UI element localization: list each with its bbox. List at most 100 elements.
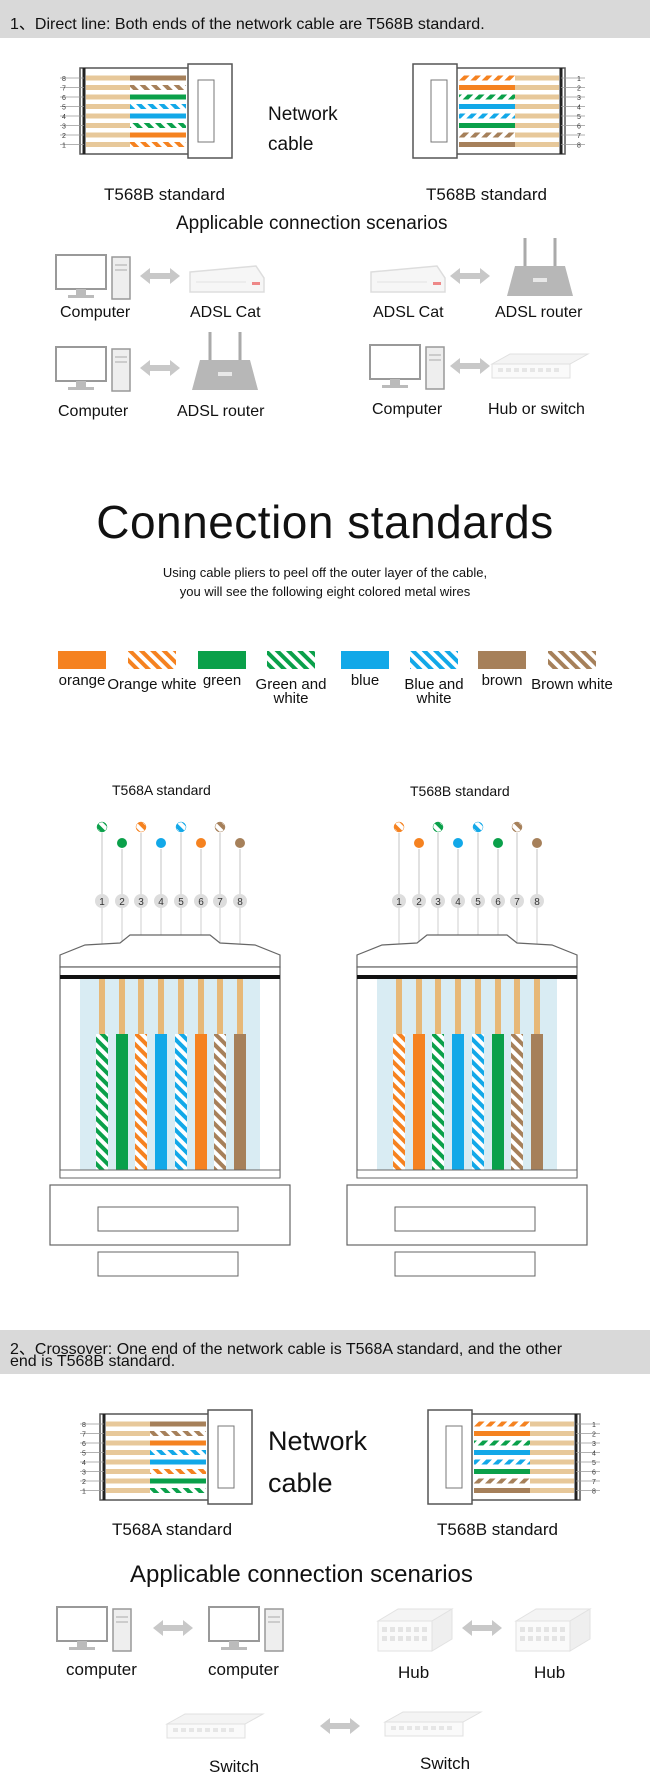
gold-contact: [86, 113, 130, 119]
gold-contact: [138, 979, 144, 1034]
switch-top: [165, 1713, 265, 1725]
pin-number: 8: [62, 76, 66, 83]
swatch-label: Green and white: [255, 676, 327, 707]
modem-led: [252, 282, 260, 285]
section1-header: 1、Direct line: Both ends of the network …: [0, 0, 650, 38]
wire-green-white: [150, 1488, 206, 1493]
tower: [425, 346, 445, 390]
switch-icon: [383, 1711, 483, 1737]
wire-brown-white: [459, 132, 515, 138]
pin-number: 6: [495, 897, 501, 908]
wire-blue: [452, 1034, 464, 1172]
swatch-5: [410, 651, 458, 669]
scenario-4-right-label: Hub or switch: [488, 401, 585, 418]
wire-orange: [413, 1034, 425, 1172]
connector-latch: [197, 79, 215, 143]
scenario-3-right-label: ADSL router: [177, 403, 265, 420]
switch-port: [197, 1728, 202, 1732]
computer-icon: [55, 346, 131, 392]
swatch-label: Blue and white: [404, 676, 464, 707]
switch-port: [439, 1726, 444, 1730]
wire-brown: [234, 1034, 246, 1172]
pin-number-badge: [392, 894, 406, 908]
wire-brown-white: [511, 1034, 523, 1172]
switch-port: [189, 1728, 194, 1732]
tower: [264, 1608, 284, 1652]
swatch-7: [548, 651, 596, 669]
t568b-title: T568B standard: [410, 783, 510, 799]
gold-contact: [416, 979, 422, 1034]
wire-dot: [175, 821, 187, 833]
gold-contact: [515, 123, 559, 128]
pin-number: 8: [577, 143, 581, 150]
gold-contact: [435, 979, 441, 1034]
arrow-shape: [140, 268, 180, 284]
gold-contact: [106, 1440, 150, 1446]
arrow-shape: [450, 358, 490, 374]
wire-green-white: [432, 1034, 444, 1172]
wire-dot: [135, 821, 147, 833]
plug-base-line: [356, 1169, 578, 1179]
gold-contact: [119, 979, 125, 1034]
hub-port: [552, 1627, 557, 1632]
t568b-pinout-diagram: 1 2 3 4 5 6 7 8: [346, 821, 588, 1277]
connector-body: [469, 1413, 581, 1501]
left-standard-label-2: T568A standard: [112, 1520, 233, 1539]
t568a-pinout-diagram: 1 2 3 4 5 6 7 8: [49, 821, 291, 1277]
gold-contact: [86, 85, 130, 90]
network-cable-label-2: Network cable: [268, 1420, 367, 1504]
arrow-shape: [153, 1620, 193, 1636]
hub-port: [528, 1636, 533, 1641]
wire-orange-white: [130, 142, 186, 147]
strain-relief-slot: [97, 1206, 239, 1232]
wire-brown-white: [130, 85, 186, 90]
gold-contact: [475, 979, 481, 1034]
hub-port: [398, 1636, 403, 1641]
tower: [111, 348, 131, 392]
wire-brown: [150, 1421, 206, 1427]
gold-contact: [178, 979, 184, 1034]
pin-number-badge: [451, 894, 465, 908]
computer-icon: [56, 1606, 132, 1652]
double-arrow-icon: [450, 268, 490, 284]
gold-contact: [217, 979, 223, 1034]
router-icon: [507, 238, 573, 296]
monitor-stand: [76, 289, 86, 295]
hub-side: [431, 1608, 453, 1652]
switch-port: [221, 1728, 226, 1732]
gold-contact: [530, 1478, 574, 1484]
hub-port: [560, 1636, 565, 1641]
pin-number: 5: [475, 897, 481, 908]
monitor: [208, 1606, 260, 1642]
scenario2-2-right-label: Hub: [534, 1663, 566, 1682]
gold-contact: [455, 979, 461, 1034]
monitor-base: [221, 1647, 247, 1650]
gold-contact: [530, 1440, 574, 1446]
swatch-6: [478, 651, 526, 669]
hub-port: [414, 1636, 419, 1641]
hub-port: [382, 1636, 387, 1641]
section2-title-line1: 2、Crossover: One end of the network cabl…: [10, 1341, 563, 1358]
scenario-1-right-label: ADSL Cat: [190, 304, 261, 321]
gold-contact: [514, 979, 520, 1034]
pin-number: 5: [592, 1460, 596, 1467]
pin-number: 2: [416, 897, 422, 908]
pin-number: 4: [82, 1460, 86, 1467]
router-icon: [192, 332, 258, 390]
pin-number: 3: [62, 124, 66, 131]
gold-contact: [86, 123, 130, 128]
scenario-1-left-label: Computer: [60, 304, 131, 321]
swatch-label: blue: [350, 672, 380, 689]
pin-number: 5: [82, 1451, 86, 1458]
wire-dot: [532, 838, 542, 848]
gold-contact: [515, 85, 559, 90]
switch-icon: [490, 353, 590, 379]
plug-window: [377, 975, 557, 1175]
gold-contact: [106, 1421, 150, 1427]
arrow-shape: [450, 268, 490, 284]
connector-right-2: 1 2 3 4 5 6 7 8: [427, 1409, 600, 1505]
tower: [112, 1608, 132, 1652]
monitor-stand: [76, 381, 86, 387]
pin-number: 6: [62, 95, 66, 102]
hub-port: [390, 1627, 395, 1632]
